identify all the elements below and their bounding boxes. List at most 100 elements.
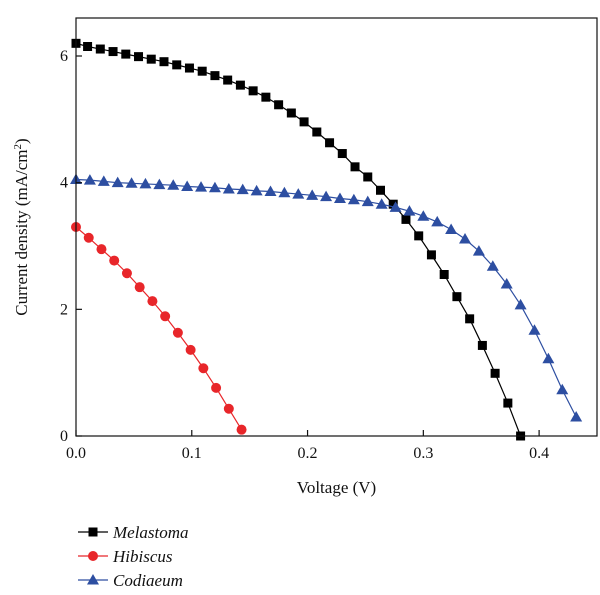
melastoma-point	[503, 398, 513, 408]
melastoma-point	[375, 185, 385, 195]
series-hibiscus	[71, 222, 247, 435]
legend-item-codiaeum: Codiaeum	[78, 571, 183, 590]
hibiscus-line	[75, 226, 243, 430]
melastoma-point	[286, 108, 296, 118]
hibiscus-point	[109, 255, 120, 266]
codiaeum-point	[431, 215, 444, 227]
legend-label: Melastoma	[112, 523, 189, 542]
melastoma-point	[465, 314, 475, 324]
legend-swatch-marker	[88, 551, 98, 561]
codiaeum-point	[347, 193, 360, 205]
codiaeum-point	[389, 201, 402, 212]
codiaeum-point	[403, 205, 416, 216]
melastoma-point	[439, 270, 449, 279]
y-tick-label: 6	[60, 48, 68, 65]
plot-area: 0.0 0.1 0.2 0.3 0.4 0 2 4 6	[60, 17, 598, 462]
hibiscus-point	[185, 344, 196, 355]
melastoma-point	[490, 368, 500, 378]
codiaeum-point	[125, 177, 138, 188]
hibiscus-point	[211, 382, 222, 393]
codiaeum-point	[208, 181, 221, 193]
melastoma-point	[337, 149, 347, 159]
codiaeum-point	[264, 185, 277, 197]
y-tick-label: 4	[60, 175, 68, 192]
codiaeum-point	[528, 324, 541, 335]
codiaeum-point	[278, 186, 291, 198]
x-tick-label: 0.1	[182, 445, 202, 462]
hibiscus-point	[83, 232, 94, 243]
melastoma-point	[401, 214, 411, 224]
y-tick-label: 2	[60, 301, 68, 318]
codiaeum-point	[514, 298, 527, 310]
codiaeum-point	[195, 181, 208, 192]
melastoma-point	[210, 71, 220, 81]
codiaeum-point	[139, 177, 152, 189]
y-axis-label-main: Current density (mA/cm	[12, 149, 31, 315]
series-layer	[70, 38, 583, 441]
melastoma-point	[235, 80, 245, 90]
melastoma-point	[312, 127, 322, 137]
codiaeum-point	[556, 383, 569, 395]
series-codiaeum	[70, 173, 583, 422]
x-tick-label: 0.4	[529, 445, 549, 462]
codiaeum-point	[222, 183, 235, 194]
melastoma-point	[184, 63, 194, 73]
melastoma-point	[121, 49, 131, 59]
x-tick-label: 0.3	[413, 445, 433, 462]
melastoma-point	[426, 250, 436, 260]
y-tick-label: 0	[60, 428, 68, 445]
melastoma-point	[414, 231, 424, 241]
codiaeum-point	[472, 245, 485, 256]
codiaeum-point	[97, 175, 110, 186]
codiaeum-point	[459, 233, 472, 244]
melastoma-point	[134, 52, 144, 62]
hibiscus-point	[172, 327, 183, 338]
codiaeum-point	[333, 192, 346, 203]
legend-label: Hibiscus	[112, 547, 173, 566]
codiaeum-point	[500, 278, 513, 289]
codiaeum-point	[417, 210, 430, 221]
hibiscus-point	[160, 311, 171, 322]
melastoma-point	[363, 172, 373, 182]
codiaeum-point	[445, 223, 458, 235]
melastoma-point	[95, 44, 105, 54]
codiaeum-point	[542, 352, 555, 364]
melastoma-point	[146, 54, 156, 64]
codiaeum-point	[320, 190, 333, 202]
hibiscus-point	[147, 296, 158, 307]
melastoma-point	[325, 138, 335, 148]
melastoma-point	[261, 92, 271, 102]
codiaeum-point	[250, 184, 263, 196]
codiaeum-point	[375, 198, 388, 209]
legend-swatch-marker	[87, 574, 99, 585]
codiaeum-point	[167, 179, 180, 190]
ticks-layer: 0.0 0.1 0.2 0.3 0.4 0 2 4 6	[60, 48, 549, 462]
hibiscus-point	[134, 282, 145, 293]
codiaeum-point	[181, 180, 194, 191]
melastoma-line	[75, 42, 522, 437]
legend-item-melastoma: Melastoma	[78, 523, 189, 542]
hibiscus-point	[223, 403, 234, 414]
melastoma-point	[108, 47, 118, 57]
plot-frame	[75, 17, 598, 437]
hibiscus-point	[236, 424, 247, 435]
melastoma-point	[350, 162, 360, 172]
hibiscus-point	[121, 268, 132, 279]
legend-swatch-marker	[88, 527, 98, 537]
melastoma-point	[83, 42, 93, 51]
codiaeum-point	[83, 174, 96, 185]
hibiscus-point	[96, 244, 107, 255]
legend: Melastoma Hibiscus Codiaeum	[78, 523, 189, 590]
y-axis-label: Current density (mA/cm2)	[12, 138, 31, 315]
melastoma-point	[223, 75, 233, 85]
hibiscus-point	[198, 363, 209, 374]
codiaeum-point	[486, 260, 499, 271]
legend-label: Codiaeum	[113, 571, 183, 590]
melastoma-point	[477, 340, 487, 350]
codiaeum-point	[306, 189, 319, 200]
codiaeum-point	[570, 411, 583, 422]
melastoma-point	[172, 60, 182, 70]
codiaeum-point	[111, 176, 124, 188]
codiaeum-point	[292, 188, 305, 199]
